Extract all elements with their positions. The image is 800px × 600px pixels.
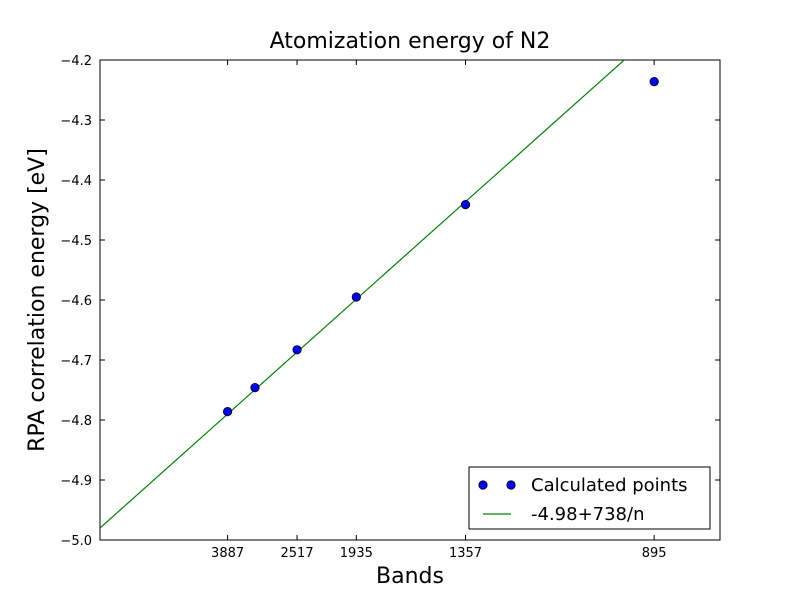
legend: Calculated points -4.98+738/n <box>468 466 711 530</box>
y-tick-label: −4.5 <box>60 234 92 249</box>
data-point <box>292 345 302 355</box>
y-tick-label: −4.2 <box>60 54 92 69</box>
y-axis-label: RPA correlation energy [eV] <box>25 148 50 452</box>
y-tick-label: −4.6 <box>60 294 92 309</box>
x-axis-label: Bands <box>376 564 444 589</box>
plot-area: −5.0 −4.9 −4.8 −4.7 −4.6 −4.5 −4.4 −4.3 −4.2 3887… <box>60 54 721 561</box>
legend-label: -4.98+738/n <box>531 504 644 525</box>
x-tick-label: 895 <box>642 546 667 561</box>
x-tick-label: 2517 <box>281 546 314 561</box>
legend-marker <box>478 480 488 490</box>
legend-box <box>468 466 711 530</box>
series-group <box>100 60 659 529</box>
y-tick-label: −4.7 <box>60 354 92 369</box>
legend-marker <box>506 480 516 490</box>
data-point <box>351 292 361 302</box>
fit-line <box>100 60 626 529</box>
data-point <box>460 200 471 210</box>
chart-title: Atomization energy of N2 <box>270 29 551 54</box>
x-tick-label: 1357 <box>449 546 482 561</box>
legend-label: Calculated points <box>531 475 688 496</box>
data-point <box>250 382 260 393</box>
y-tick-label: −4.4 <box>60 174 92 189</box>
x-tick-label: 3887 <box>211 546 244 561</box>
y-tick-label: −4.9 <box>60 474 92 489</box>
data-point <box>649 77 659 87</box>
y-tick-label: −4.3 <box>60 114 92 129</box>
x-tick-label: 1935 <box>340 546 373 561</box>
y-tick-label: −5.0 <box>60 534 92 549</box>
y-tick-label: −4.8 <box>60 414 92 429</box>
data-point <box>223 406 233 417</box>
